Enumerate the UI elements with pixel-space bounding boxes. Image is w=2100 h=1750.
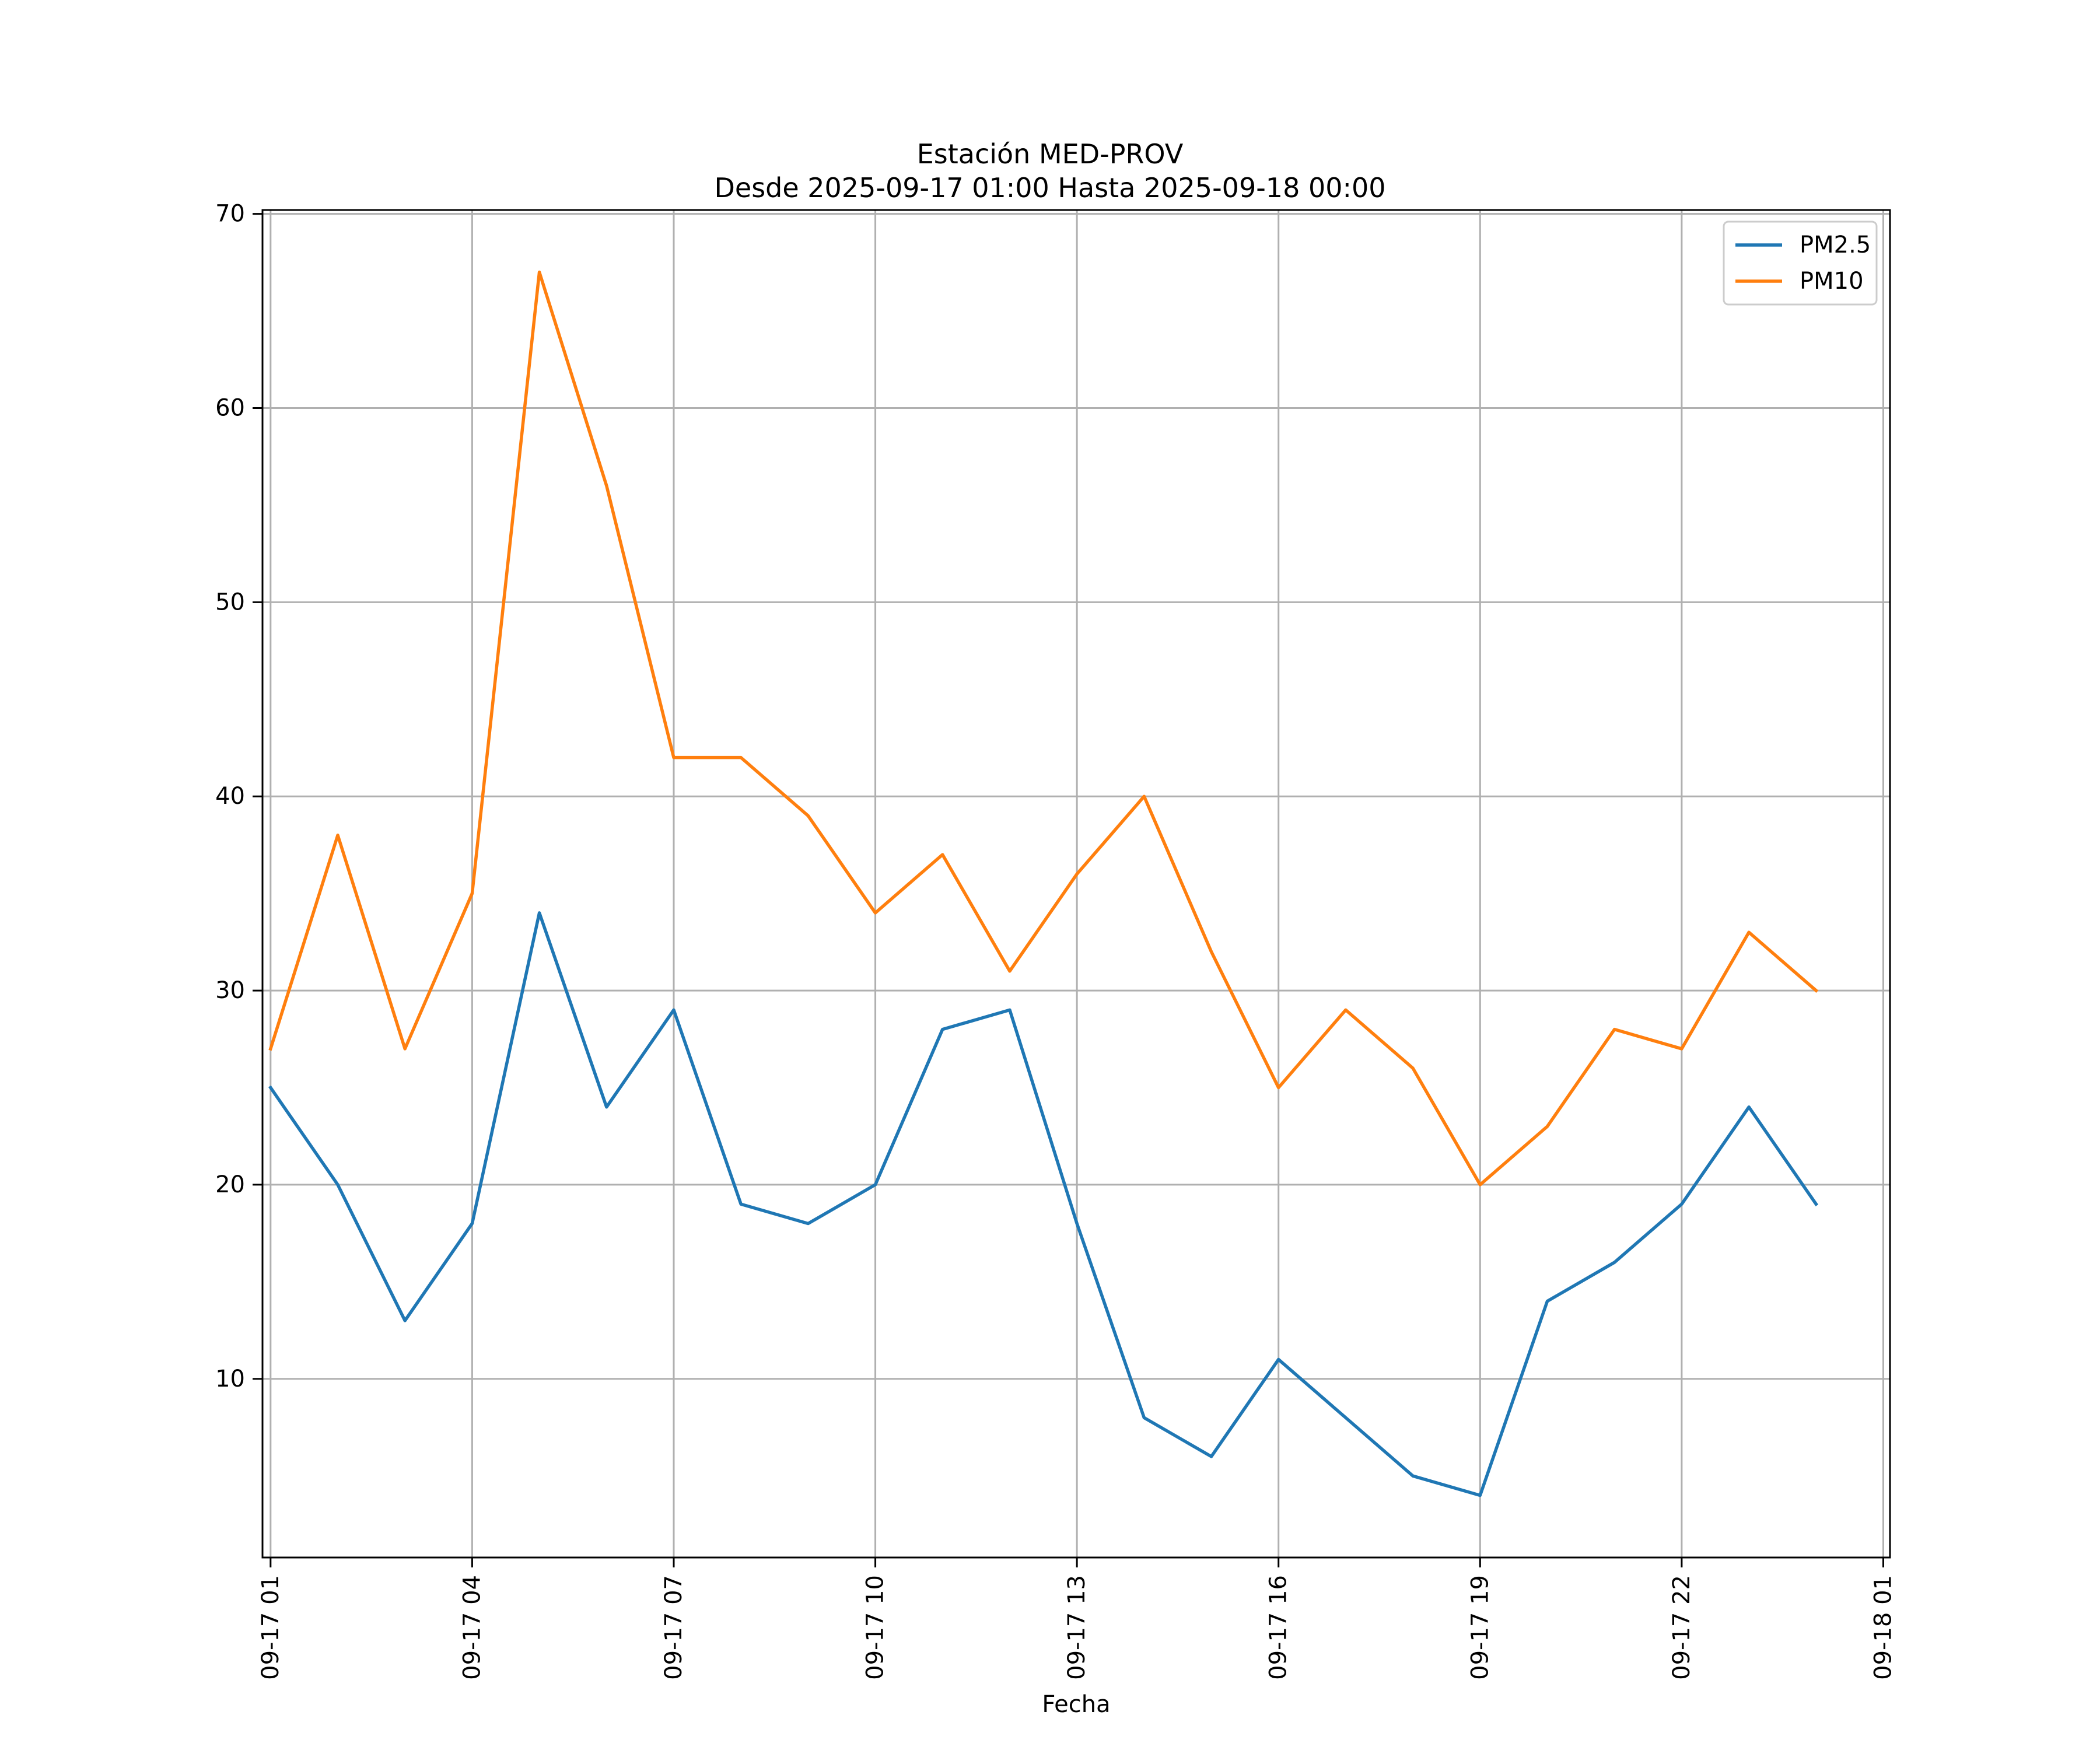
data-point (1746, 1105, 1751, 1110)
x-tick-label: 09-17 22 (1668, 1575, 1695, 1680)
data-point (1074, 1221, 1079, 1226)
data-point (1209, 949, 1214, 954)
y-tick-label: 70 (215, 201, 245, 228)
legend-box (1723, 220, 1878, 306)
x-tick-label: 09-17 07 (660, 1575, 687, 1680)
data-point (1007, 1007, 1012, 1012)
data-point (671, 755, 676, 760)
data-point (671, 1007, 676, 1012)
data-point (268, 1085, 273, 1090)
data-point (537, 911, 542, 915)
data-point (1478, 1182, 1482, 1187)
data-point (470, 891, 474, 896)
data-point (335, 833, 340, 838)
data-point (1478, 1493, 1482, 1497)
data-point (1343, 1415, 1348, 1420)
data-point (1007, 969, 1012, 974)
data-point (1209, 1454, 1214, 1459)
data-point (1679, 1046, 1684, 1051)
x-tick-label: 09-18 01 (1870, 1575, 1896, 1680)
series-line-pm25 (268, 911, 1819, 1497)
data-point (470, 1221, 474, 1226)
x-tick-label: 09-17 01 (257, 1575, 284, 1680)
data-point (873, 911, 878, 915)
data-point (1746, 930, 1751, 935)
series-line-pm10 (268, 270, 1819, 1186)
legend-label: PM10 (1800, 268, 1864, 295)
legend: PM2.5 PM10 (1723, 220, 1878, 306)
y-tick-label: 30 (215, 977, 245, 1004)
data-point (1545, 1124, 1550, 1129)
data-point (1142, 1415, 1146, 1420)
data-point (738, 755, 743, 760)
data-point (1142, 794, 1146, 799)
data-point (335, 1182, 340, 1187)
y-tick-label: 60 (215, 395, 245, 422)
data-point (604, 484, 609, 488)
data-point (1276, 1357, 1281, 1362)
data-point (1343, 1007, 1348, 1012)
x-axis-label: Fecha (1042, 1691, 1110, 1718)
data-point (402, 1046, 407, 1051)
data-point (1410, 1066, 1415, 1070)
data-point (873, 1182, 878, 1187)
data-point (806, 1221, 810, 1226)
x-tick-label: 09-17 19 (1466, 1575, 1493, 1680)
axis-ticks: 09-17 01 09-17 04 09-17 07 09-17 10 09-17 13… (215, 201, 1896, 1680)
data-point (1612, 1027, 1617, 1032)
data-point (1276, 1085, 1281, 1090)
series-lines (268, 270, 1819, 1497)
grid-lines (262, 210, 1890, 1558)
y-tick-label: 50 (215, 589, 245, 615)
y-tick-label: 20 (215, 1171, 245, 1198)
chart-subtitle: Desde 2025-09-17 01:00 Hasta 2025-09-18 … (714, 172, 1385, 204)
x-tick-label: 09-17 13 (1063, 1575, 1090, 1680)
data-point (940, 852, 945, 857)
data-point (1612, 1260, 1617, 1265)
data-point (537, 270, 542, 275)
y-tick-label: 40 (215, 783, 245, 810)
data-point (1679, 1202, 1684, 1206)
data-point (268, 1046, 273, 1051)
y-tick-label: 10 (215, 1366, 245, 1392)
data-point (1545, 1299, 1550, 1304)
x-tick-label: 09-17 10 (862, 1575, 889, 1680)
data-point (1410, 1474, 1415, 1478)
data-point (1074, 872, 1079, 876)
chart-title: Estación MED-PROV (917, 138, 1184, 170)
data-point (1814, 988, 1818, 993)
data-point (402, 1318, 407, 1323)
x-tick-label: 09-17 04 (459, 1575, 485, 1680)
x-tick-label: 09-17 16 (1265, 1575, 1292, 1680)
data-point (806, 814, 810, 818)
data-point (604, 1105, 609, 1110)
data-point (1814, 1202, 1818, 1206)
legend-label: PM2.5 (1800, 232, 1871, 258)
data-point (738, 1202, 743, 1206)
data-point (940, 1027, 945, 1032)
